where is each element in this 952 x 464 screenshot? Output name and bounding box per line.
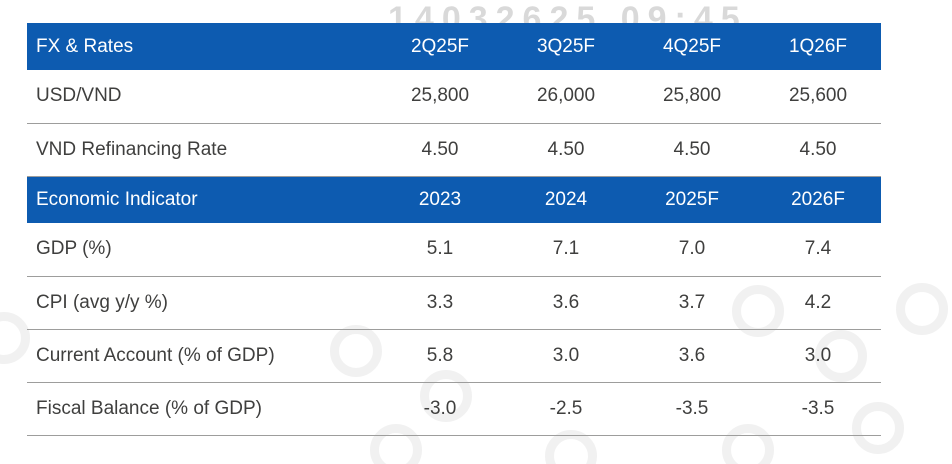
row-label: USD/VND — [27, 70, 377, 124]
table-row-vnd-refinancing-rate: VND Refinancing Rate 4.50 4.50 4.50 4.50 — [27, 123, 881, 177]
cell-value: 4.50 — [503, 123, 629, 177]
cell-value: 3.0 — [503, 329, 629, 383]
watermark-timestamp: 14032625 09:45 — [388, 0, 748, 38]
column-header: 4Q25F — [662, 35, 722, 57]
cell-value: -3.0 — [377, 382, 503, 436]
cell-value: 4.50 — [377, 123, 503, 177]
column-header: 2024 — [544, 188, 588, 210]
cell-value: -3.5 — [629, 382, 755, 436]
cell-value: 25,600 — [755, 70, 881, 124]
cell-value: 7.0 — [629, 223, 755, 277]
cell-value: 3.0 — [755, 329, 881, 383]
cell-value: 5.1 — [377, 223, 503, 277]
cell-value: 3.6 — [503, 276, 629, 330]
economic-indicators-table: FX & Rates 2Q25F 3Q25F 4Q25F 1Q26F USD/V… — [27, 23, 881, 436]
table-row-cpi: CPI (avg y/y %) 3.3 3.6 3.7 4.2 — [27, 276, 881, 330]
section-title: Economic Indicator — [36, 188, 198, 210]
column-header: 3Q25F — [536, 35, 596, 57]
cell-value: 4.50 — [629, 123, 755, 177]
cell-value: 7.4 — [755, 223, 881, 277]
cell-value: 7.1 — [503, 223, 629, 277]
cell-value: 5.8 — [377, 329, 503, 383]
table-row-fiscal-balance: Fiscal Balance (% of GDP) -3.0 -2.5 -3.5… — [27, 382, 881, 436]
cell-value: -2.5 — [503, 382, 629, 436]
column-header: 2026F — [791, 188, 845, 210]
section-title: FX & Rates — [36, 35, 134, 57]
table-row-current-account: Current Account (% of GDP) 5.8 3.0 3.6 3… — [27, 329, 881, 383]
cell-value: -3.5 — [755, 382, 881, 436]
cell-value: 25,800 — [377, 70, 503, 124]
cell-value: 26,000 — [503, 70, 629, 124]
row-label: VND Refinancing Rate — [27, 123, 377, 177]
cell-value: 3.3 — [377, 276, 503, 330]
table-row-usd-vnd: USD/VND 25,800 26,000 25,800 25,600 — [27, 70, 881, 124]
cell-value: 25,800 — [629, 70, 755, 124]
watermark-ring-icon — [0, 312, 30, 364]
column-header: 2023 — [418, 188, 462, 210]
section-header-economic-indicator: Economic Indicator 2023 2024 2025F 2026F — [27, 176, 881, 223]
cell-value: 3.6 — [629, 329, 755, 383]
cell-value: 4.2 — [755, 276, 881, 330]
row-label: CPI (avg y/y %) — [27, 276, 377, 330]
section-header-fx-rates: FX & Rates 2Q25F 3Q25F 4Q25F 1Q26F — [27, 23, 881, 70]
row-label: Current Account (% of GDP) — [27, 329, 377, 383]
cell-value: 4.50 — [755, 123, 881, 177]
cell-value: 3.7 — [629, 276, 755, 330]
row-label: Fiscal Balance (% of GDP) — [27, 382, 377, 436]
row-label: GDP (%) — [27, 223, 377, 277]
watermark-ring-icon — [896, 283, 948, 335]
table-row-gdp: GDP (%) 5.1 7.1 7.0 7.4 — [27, 223, 881, 277]
column-header: 1Q26F — [788, 35, 848, 57]
column-header: 2Q25F — [410, 35, 470, 57]
column-header: 2025F — [665, 188, 719, 210]
